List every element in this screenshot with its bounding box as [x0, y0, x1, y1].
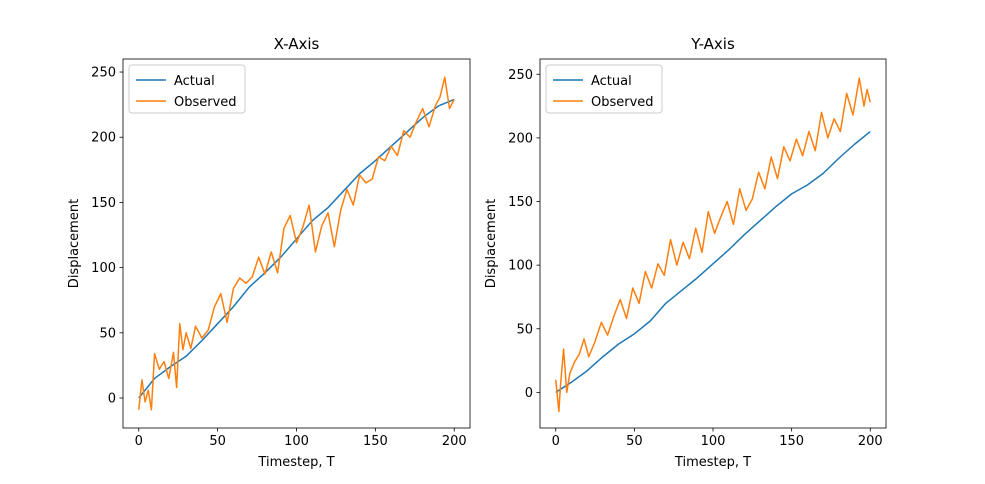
y-tick-label: 200 [91, 131, 116, 146]
series-line-actual [555, 130, 871, 393]
y-tick-label: 150 [508, 195, 533, 210]
y-axis-label: Displacement [484, 199, 499, 288]
legend-label-actual: Actual [174, 74, 215, 89]
x-tick-label: 50 [626, 434, 643, 449]
y-tick-label: 250 [91, 66, 116, 81]
y-tick-label: 100 [91, 261, 116, 276]
x-axis-label: Timestep, T [257, 455, 334, 470]
chart-panel-x-axis: 0 50 100 150 200 0 50 100 150 200 250 X-Axis Timeste… [67, 35, 471, 470]
x-tick-label: 100 [701, 434, 726, 449]
y-tick-label: 150 [91, 196, 116, 211]
x-tick-label: 50 [209, 434, 226, 449]
y-tick-label: 50 [99, 326, 116, 341]
y-tick-label: 50 [516, 322, 533, 337]
chart-panel-y-axis: 0 50 100 150 200 0 50 100 150 200 250 Y-Axis Timeste… [484, 35, 887, 470]
legend-label-observed: Observed [591, 95, 654, 110]
chart-title: X-Axis [274, 35, 320, 53]
x-axis-label: Timestep, T [674, 455, 751, 470]
y-tick-label: 250 [508, 68, 533, 83]
x-tick-label: 150 [363, 434, 388, 449]
series-line-actual [138, 98, 455, 399]
y-axis-label: Displacement [67, 199, 82, 288]
legend-label-actual: Actual [591, 74, 632, 89]
x-tick-label: 0 [552, 434, 560, 449]
legend-label-observed: Observed [174, 95, 237, 110]
x-tick-label: 150 [779, 434, 804, 449]
chart-title: Y-Axis [690, 35, 735, 53]
x-tick-label: 100 [284, 434, 309, 449]
x-tick-label: 200 [858, 434, 883, 449]
series-line-observed [138, 76, 455, 411]
axes-frame [539, 58, 887, 429]
y-tick-label: 100 [508, 259, 533, 274]
y-tick-label: 0 [108, 392, 116, 407]
y-tick-label: 0 [525, 386, 533, 401]
x-tick-label: 0 [135, 434, 143, 449]
series-line-observed [554, 77, 871, 413]
x-tick-label: 200 [442, 434, 467, 449]
y-tick-label: 200 [508, 131, 533, 146]
